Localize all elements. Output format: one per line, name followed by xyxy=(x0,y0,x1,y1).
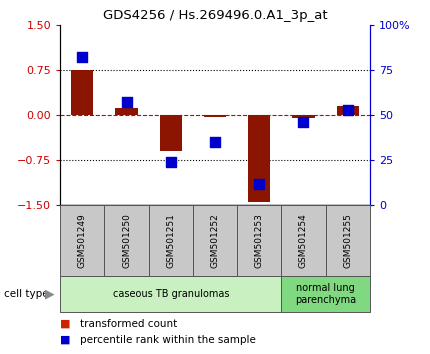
Bar xyxy=(104,205,149,276)
Text: ▶: ▶ xyxy=(45,287,54,300)
Bar xyxy=(281,276,370,312)
Text: cell type: cell type xyxy=(4,289,49,299)
Bar xyxy=(71,70,93,115)
Text: GSM501254: GSM501254 xyxy=(299,213,308,268)
Point xyxy=(300,119,307,125)
Bar xyxy=(326,205,370,276)
Text: caseous TB granulomas: caseous TB granulomas xyxy=(113,289,229,299)
Bar xyxy=(160,115,182,151)
Point xyxy=(344,107,351,113)
Bar xyxy=(237,205,281,276)
Point xyxy=(212,139,218,145)
Point xyxy=(123,99,130,105)
Text: GDS4256 / Hs.269496.0.A1_3p_at: GDS4256 / Hs.269496.0.A1_3p_at xyxy=(103,9,327,22)
Text: ■: ■ xyxy=(60,319,71,329)
Bar xyxy=(204,115,226,117)
Text: normal lung
parenchyma: normal lung parenchyma xyxy=(295,283,356,305)
Text: ■: ■ xyxy=(60,335,71,345)
Text: GSM501252: GSM501252 xyxy=(211,213,219,268)
Bar xyxy=(149,205,193,276)
Point xyxy=(256,181,263,187)
Bar xyxy=(60,205,104,276)
Bar xyxy=(281,205,326,276)
Bar xyxy=(60,276,281,312)
Bar xyxy=(116,108,138,115)
Text: GSM501255: GSM501255 xyxy=(343,213,352,268)
Text: percentile rank within the sample: percentile rank within the sample xyxy=(80,335,255,345)
Bar xyxy=(193,205,237,276)
Bar xyxy=(292,115,314,118)
Point xyxy=(79,55,86,60)
Text: GSM501249: GSM501249 xyxy=(78,213,87,268)
Text: GSM501251: GSM501251 xyxy=(166,213,175,268)
Text: GSM501250: GSM501250 xyxy=(122,213,131,268)
Text: GSM501253: GSM501253 xyxy=(255,213,264,268)
Text: transformed count: transformed count xyxy=(80,319,177,329)
Point xyxy=(167,159,174,165)
Bar xyxy=(248,115,270,202)
Bar xyxy=(337,106,359,115)
